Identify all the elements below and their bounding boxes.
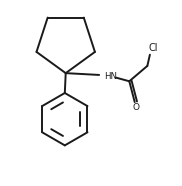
Text: O: O <box>133 103 140 112</box>
Text: HN: HN <box>104 72 117 81</box>
Text: Cl: Cl <box>149 43 158 53</box>
